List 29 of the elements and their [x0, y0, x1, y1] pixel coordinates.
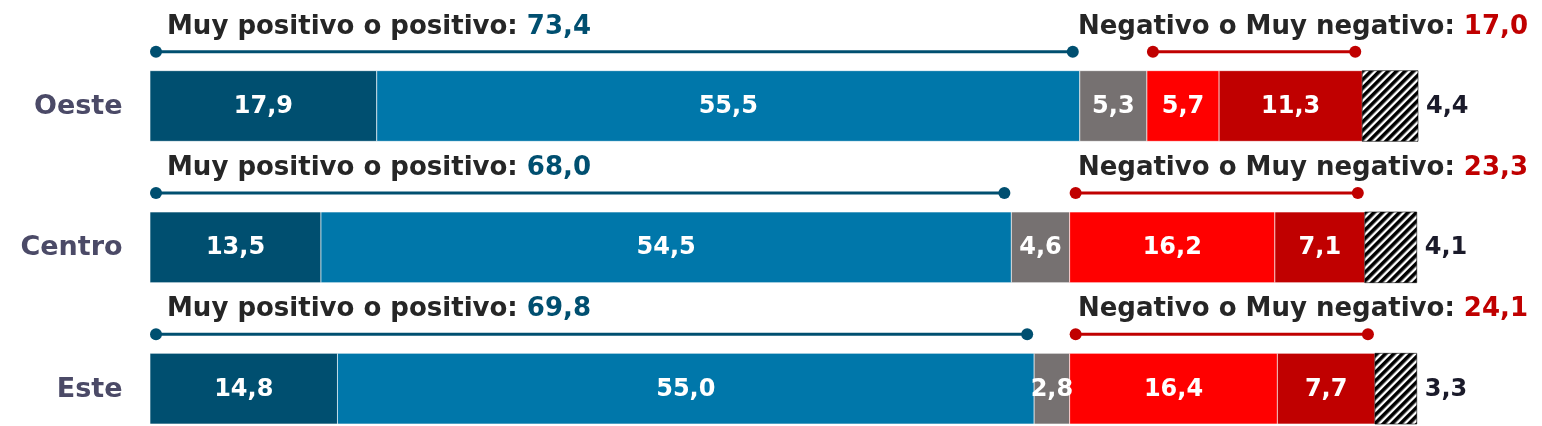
- bar: [1364, 211, 1418, 283]
- annotation: Negativo o Muy negativo: 17,0: [1077, 9, 1528, 40]
- annotation: Muy positivo o positivo: 69,8: [167, 292, 591, 323]
- annotation: Muy positivo o positivo: 68,0: [167, 151, 591, 181]
- y-tick-label: Este: [56, 371, 123, 403]
- data-label: 13,5: [205, 232, 266, 261]
- data-label: 3,3: [1424, 373, 1468, 402]
- data-label: 7,7: [1304, 373, 1348, 402]
- data-label: 16,2: [1142, 232, 1202, 261]
- annotation: Negativo o Muy negativo: 24,1: [1077, 292, 1528, 323]
- annotation: Negativo o Muy negativo: 23,3: [1077, 151, 1528, 181]
- data-label: 54,5: [636, 232, 696, 261]
- y-tick-label: Centro: [20, 230, 123, 262]
- annotation: Muy positivo o positivo: 73,4: [167, 9, 591, 40]
- y-tick-label: Oeste: [33, 89, 123, 120]
- data-label: 4,4: [1426, 91, 1469, 119]
- data-label: 55,5: [698, 91, 758, 119]
- data-label: 4,1: [1424, 232, 1468, 261]
- data-label: 17,9: [233, 91, 293, 119]
- data-label: 5,7: [1161, 91, 1205, 119]
- data-label: 55,0: [656, 373, 716, 402]
- data-label: 7,1: [1298, 232, 1342, 261]
- bar: [1374, 353, 1418, 425]
- data-label: 4,6: [1019, 232, 1062, 261]
- data-label: 5,3: [1092, 91, 1135, 119]
- data-label: 16,4: [1143, 373, 1204, 402]
- bar: [1361, 70, 1419, 142]
- data-label: 14,8: [214, 373, 274, 402]
- data-label: 11,3: [1261, 91, 1321, 119]
